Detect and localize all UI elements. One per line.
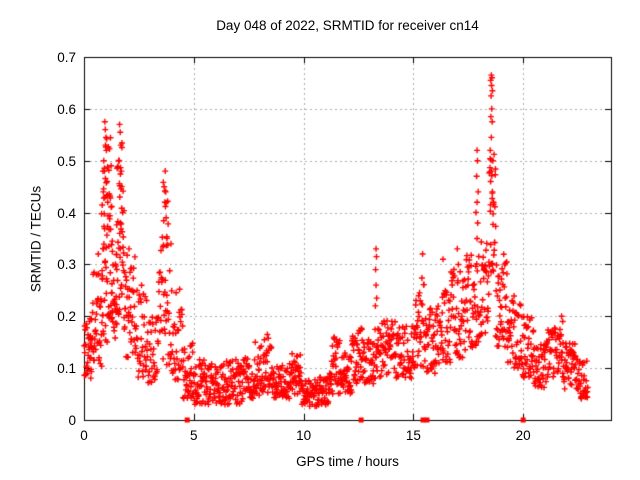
x-tick-label: 0 [80,428,88,443]
x-tick-label: 15 [405,428,421,443]
y-tick-label: 0.5 [57,153,76,169]
x-tick-label: 20 [515,428,531,443]
x-axis-label: GPS time / hours [296,454,399,469]
y-tick-label: 0.3 [57,257,76,273]
y-tick-label: 0.7 [57,50,76,65]
y-axis-label: SRMTID / TECUs [28,185,44,293]
x-tick-label: 5 [190,428,198,443]
y-tick-label: 0.6 [57,101,76,117]
y-tick-label: 0.4 [57,205,76,221]
y-tick-label: 0.1 [57,361,76,377]
y-tick-label: 0 [68,413,76,428]
y-tick-label: 0.2 [57,309,76,325]
x-tick-label: 10 [296,428,312,443]
chart-title: Day 048 of 2022, SRMTID for receiver cn1… [216,18,479,33]
